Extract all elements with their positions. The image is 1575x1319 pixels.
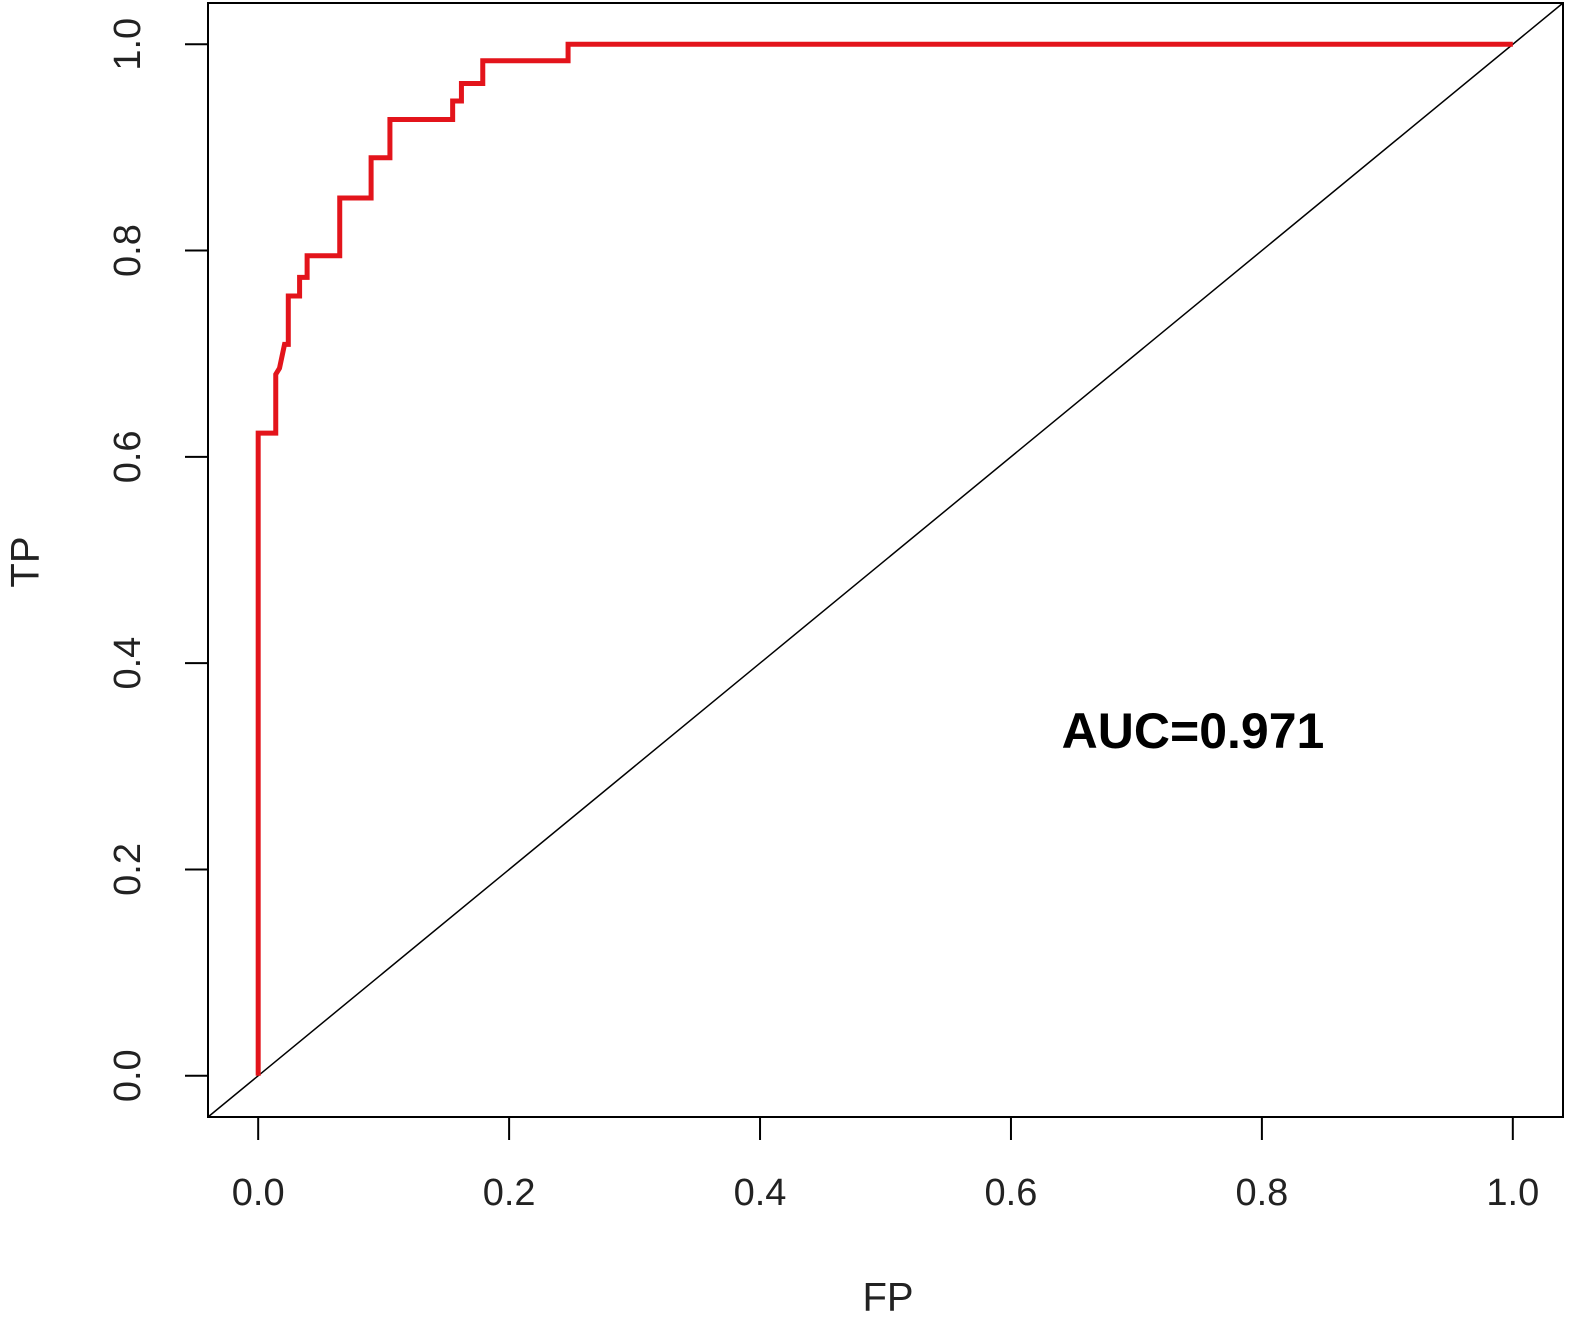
x-tick-label: 0.6 <box>985 1172 1038 1214</box>
y-tick-label: 0.4 <box>107 637 149 690</box>
annotation: AUC=0.971 <box>1062 703 1325 759</box>
x-tick-label: 0.4 <box>734 1172 787 1214</box>
y-tick-label: 0.0 <box>107 1049 149 1102</box>
y-axis-label: TP <box>4 536 48 587</box>
x-axis-label: FP <box>862 1276 913 1319</box>
x-tick-label: 0.0 <box>232 1172 285 1214</box>
y-tick-label: 0.8 <box>107 224 149 277</box>
reference-line <box>207 2 1564 1118</box>
y-tick-label: 0.6 <box>107 430 149 483</box>
y-tick-label: 0.2 <box>107 843 149 896</box>
roc-curve <box>255 41 1513 1076</box>
y-tick-label: 1.0 <box>107 18 149 71</box>
x-tick-label: 0.2 <box>483 1172 536 1214</box>
x-tick-label: 1.0 <box>1486 1172 1539 1214</box>
x-tick-label: 0.8 <box>1235 1172 1288 1214</box>
